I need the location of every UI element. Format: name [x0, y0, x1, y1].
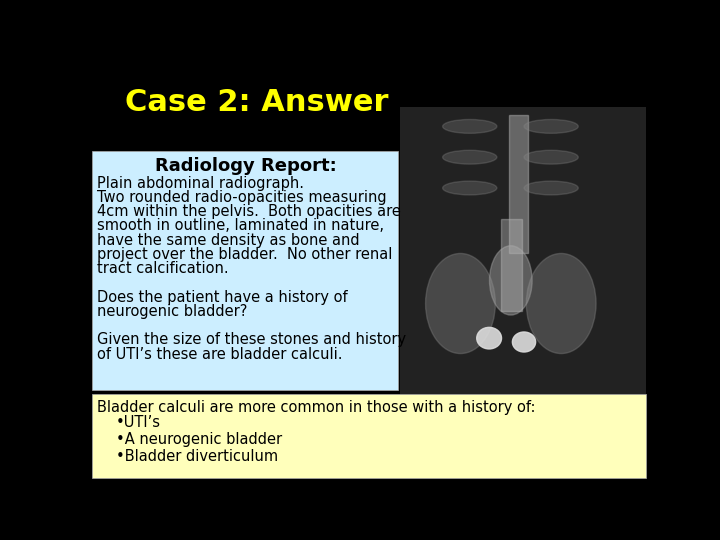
- Ellipse shape: [524, 181, 578, 195]
- Text: •UTI’s: •UTI’s: [116, 415, 161, 430]
- FancyBboxPatch shape: [92, 394, 646, 478]
- Ellipse shape: [426, 253, 495, 354]
- FancyBboxPatch shape: [92, 151, 398, 390]
- Text: have the same density as bone and: have the same density as bone and: [97, 233, 359, 248]
- Text: Bladder calculi are more common in those with a history of:: Bladder calculi are more common in those…: [97, 400, 536, 415]
- Text: •A neurogenic bladder: •A neurogenic bladder: [116, 432, 282, 447]
- Text: neurogenic bladder?: neurogenic bladder?: [97, 304, 248, 319]
- Ellipse shape: [443, 181, 497, 195]
- Ellipse shape: [443, 150, 497, 164]
- Text: project over the bladder.  No other renal: project over the bladder. No other renal: [97, 247, 392, 262]
- Bar: [500, 219, 523, 311]
- Ellipse shape: [443, 119, 497, 133]
- Text: Given the size of these stones and history: Given the size of these stones and histo…: [97, 333, 406, 347]
- Text: tract calcification.: tract calcification.: [97, 261, 229, 276]
- Ellipse shape: [524, 150, 578, 164]
- Text: Two rounded radio-opacities measuring: Two rounded radio-opacities measuring: [97, 190, 387, 205]
- Text: of UTI’s these are bladder calculi.: of UTI’s these are bladder calculi.: [97, 347, 343, 362]
- Ellipse shape: [490, 246, 532, 315]
- Text: •Bladder diverticulum: •Bladder diverticulum: [116, 449, 278, 464]
- Bar: [508, 115, 528, 253]
- Text: 4cm within the pelvis.  Both opacities are: 4cm within the pelvis. Both opacities ar…: [97, 204, 401, 219]
- Ellipse shape: [524, 119, 578, 133]
- Text: Case 2: Answer: Case 2: Answer: [125, 88, 388, 117]
- Text: Plain abdominal radiograph.: Plain abdominal radiograph.: [97, 176, 304, 191]
- Text: smooth in outline, laminated in nature,: smooth in outline, laminated in nature,: [97, 218, 384, 233]
- Ellipse shape: [513, 332, 536, 352]
- Text: Radiology Report:: Radiology Report:: [155, 157, 336, 175]
- Ellipse shape: [526, 253, 596, 354]
- FancyBboxPatch shape: [400, 107, 647, 394]
- Ellipse shape: [477, 327, 502, 349]
- Text: Does the patient have a history of: Does the patient have a history of: [97, 289, 348, 305]
